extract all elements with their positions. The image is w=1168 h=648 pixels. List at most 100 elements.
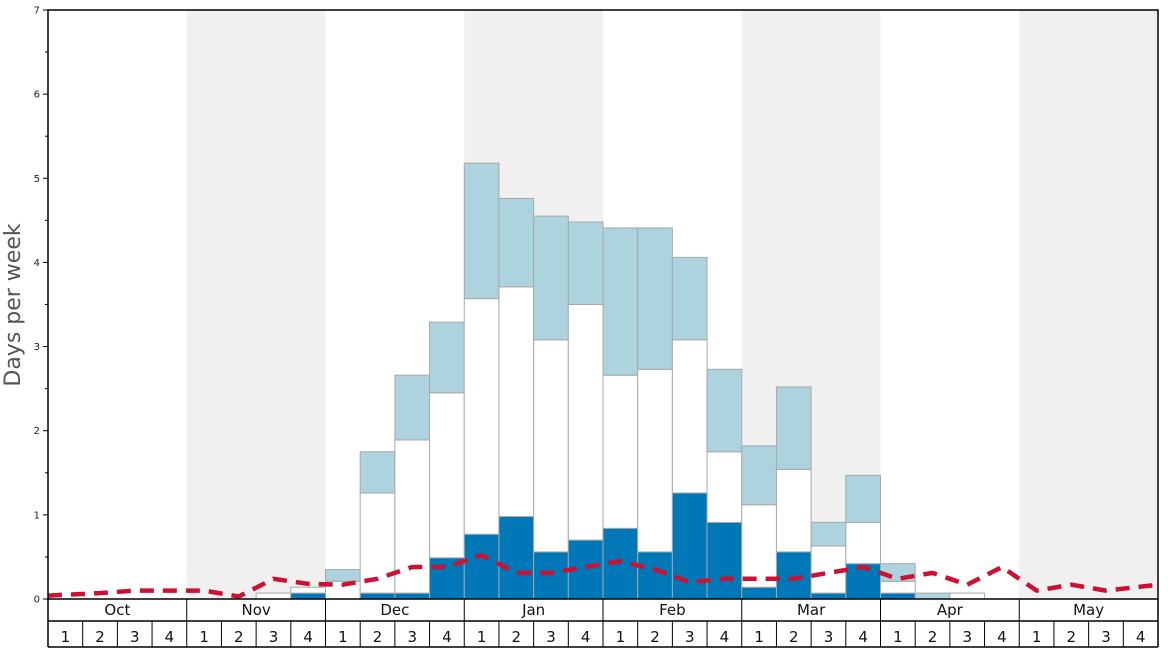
bar-lower-week-11	[394, 592, 431, 600]
week-label: 1	[61, 628, 71, 646]
bar-middle-week-11	[394, 439, 431, 594]
bar-upper-week-24	[845, 474, 881, 523]
month-label-oct: Oct	[104, 601, 130, 619]
week-label: 3	[962, 628, 972, 646]
week-label: 4	[165, 628, 175, 646]
bar-lower-week-20	[706, 521, 743, 600]
bar-upper-week-13	[463, 162, 500, 300]
bar-lower-week-13	[463, 533, 500, 600]
week-label: 3	[546, 628, 556, 646]
bar-upper-week-17	[602, 227, 639, 376]
bar-middle-week-24	[845, 521, 881, 565]
bar-middle-week-19	[671, 339, 708, 494]
bar-upper-week-16	[567, 221, 604, 305]
week-label: 2	[373, 628, 383, 646]
week-label: 2	[234, 628, 244, 646]
x-axis: Oct 1 2 3 4 Nov 1 2 3 4 Dec 1 2 3 4 Jan 1 2 3 4 Feb 1 2 3 4 Mar 1 2…	[47, 599, 1159, 648]
week-label: 2	[1067, 628, 1077, 646]
week-label: 3	[269, 628, 279, 646]
y-tick-label: 3	[34, 342, 40, 353]
bar-middle-week-21	[741, 504, 777, 588]
bar-upper-week-9	[325, 569, 361, 582]
week-label: 4	[581, 628, 591, 646]
bar-middle-week-18	[637, 368, 673, 553]
week-label: 1	[477, 628, 487, 646]
y-axis: 0 1 2 3 4 5 6 7	[34, 6, 48, 606]
week-label: 4	[442, 628, 452, 646]
week-label: 3	[407, 628, 417, 646]
bar-lower-week-8	[290, 592, 326, 600]
month-label-may: May	[1073, 601, 1104, 619]
month-label-apr: Apr	[937, 601, 964, 619]
y-tick-label: 2	[34, 426, 40, 437]
bar-lower-week-23	[810, 592, 847, 600]
bar-upper-week-19	[671, 256, 708, 341]
bar-lower-week-15	[533, 551, 569, 600]
bar-lower-week-14	[498, 516, 535, 600]
bar-upper-week-10	[359, 451, 396, 494]
bar-upper-week-12	[429, 321, 465, 394]
week-label: 3	[824, 628, 834, 646]
week-label: 3	[130, 628, 140, 646]
week-label: 4	[858, 628, 868, 646]
bar-middle-week-20	[706, 451, 743, 523]
week-label: 4	[303, 628, 313, 646]
bar-lower-week-18	[637, 551, 673, 600]
bar-upper-week-21	[741, 445, 777, 506]
month-label-feb: Feb	[659, 601, 686, 619]
bar-upper-week-18	[637, 227, 673, 370]
bar-middle-week-25	[880, 580, 916, 594]
bar-lower-week-10	[359, 592, 396, 600]
week-label: 2	[650, 628, 660, 646]
bar-upper-week-11	[394, 374, 431, 441]
week-label: 4	[720, 628, 730, 646]
trend-line-layer	[47, 552, 1159, 599]
bar-lower-week-21	[741, 586, 777, 600]
bar-middle-week-8	[290, 586, 326, 594]
bar-middle-week-12	[429, 392, 465, 559]
y-tick-label: 0	[34, 595, 40, 606]
bar-lower-week-25	[880, 592, 916, 600]
week-label: 2	[95, 628, 105, 646]
trend-line	[47, 552, 1159, 599]
week-label: 1	[616, 628, 626, 646]
bar-middle-week-15	[533, 339, 569, 553]
plot-frame	[47, 9, 1159, 600]
month-band-nov	[186, 10, 326, 599]
bar-upper-week-15	[533, 215, 569, 341]
bar-middle-week-14	[498, 286, 535, 518]
y-tick-label: 4	[34, 258, 40, 269]
month-band-may	[1019, 10, 1158, 599]
week-label: 4	[997, 628, 1007, 646]
week-label: 2	[928, 628, 938, 646]
bar-upper-week-23	[810, 521, 847, 547]
bar-middle-week-7	[255, 592, 292, 600]
week-label: 3	[685, 628, 695, 646]
y-axis-label: Days per week	[1, 223, 26, 386]
week-label: 1	[199, 628, 209, 646]
bar-middle-week-13	[463, 298, 500, 535]
week-label: 3	[1101, 628, 1111, 646]
bar-middle-week-22	[775, 468, 812, 553]
y-tick-label: 7	[34, 6, 40, 17]
y-tick-label: 1	[34, 510, 40, 521]
bar-middle-week-16	[567, 304, 604, 541]
month-label-jan: Jan	[521, 601, 545, 619]
bar-middle-week-17	[602, 374, 639, 529]
month-label-nov: Nov	[241, 601, 270, 619]
week-label: 1	[338, 628, 348, 646]
bar-upper-week-22	[775, 386, 812, 470]
week-label: 2	[789, 628, 799, 646]
bar-middle-week-27	[949, 592, 986, 600]
week-label: 2	[512, 628, 522, 646]
week-label: 1	[754, 628, 764, 646]
bar-upper-week-26	[914, 592, 951, 600]
y-tick-label: 5	[34, 174, 40, 185]
week-label: 4	[1136, 628, 1146, 646]
week-label: 1	[1032, 628, 1042, 646]
week-label: 1	[893, 628, 903, 646]
month-label-dec: Dec	[380, 601, 409, 619]
bar-upper-week-20	[706, 368, 743, 453]
y-tick-label: 6	[34, 90, 40, 101]
